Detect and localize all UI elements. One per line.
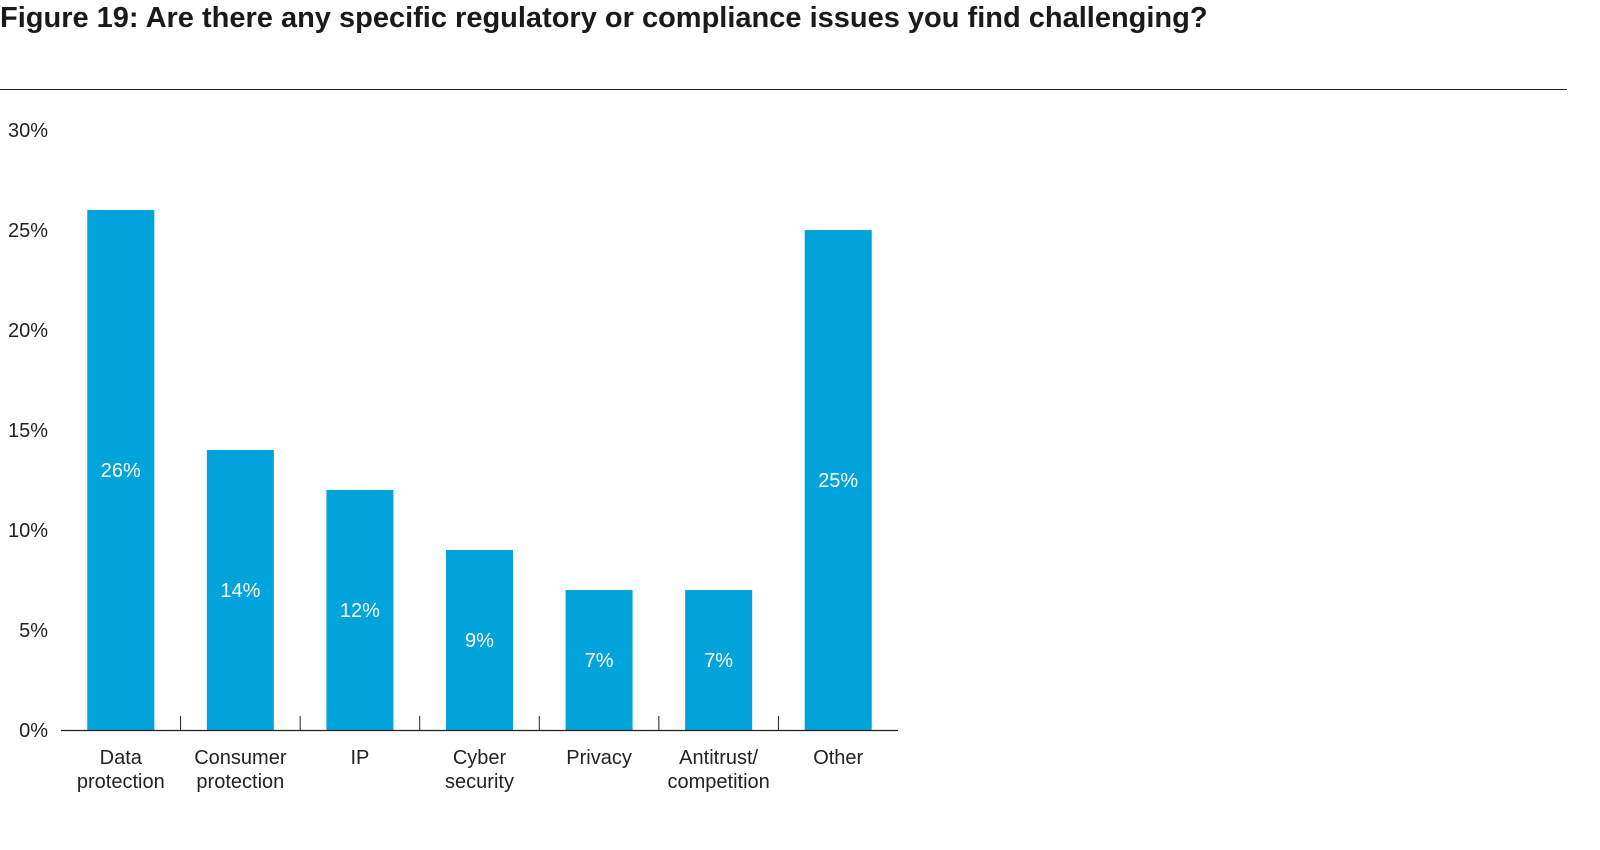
y-tick-label: 0% <box>19 720 48 742</box>
x-tick-label: IP <box>350 747 369 769</box>
bar-value-label: 12% <box>340 600 380 622</box>
x-tick-label-line: security <box>445 771 514 793</box>
x-tick-label-line: IP <box>350 747 369 769</box>
bars: 26% 14% 12% 9% 7% 7% 25% <box>87 210 872 730</box>
bar <box>206 450 274 730</box>
bar-value-label: 25% <box>818 470 858 492</box>
chart-title: Figure 19: Are there any specific regula… <box>0 2 1208 34</box>
y-tick-label: 15% <box>8 420 48 442</box>
x-tick-label: Antitrust/competition <box>668 747 770 793</box>
x-tick-label: Privacy <box>566 747 632 769</box>
bar-value-label: 14% <box>220 580 260 602</box>
bar <box>87 210 155 730</box>
x-tick-label-line: Other <box>813 747 863 769</box>
x-tick-label: Other <box>813 747 863 769</box>
x-tick-label-line: protection <box>77 771 165 793</box>
y-tick-label: 20% <box>8 320 48 342</box>
bar <box>326 490 394 730</box>
bar-value-label: 9% <box>465 630 494 652</box>
y-tick-label: 10% <box>8 520 48 542</box>
x-tick-label-line: Data <box>100 747 143 769</box>
x-tick-label: Consumer protection <box>194 747 287 793</box>
x-tick-label: Cyber security <box>445 747 514 793</box>
bar <box>804 230 872 730</box>
x-tick-label-line: competition <box>668 771 770 793</box>
x-tick-label: Data protection <box>77 747 165 793</box>
bar-value-label: 7% <box>585 650 614 672</box>
y-tick-label: 5% <box>19 620 48 642</box>
bar <box>565 590 633 730</box>
x-tick-label-line: Antitrust/ <box>679 747 758 769</box>
bar-value-label: 7% <box>704 650 733 672</box>
x-tick-label-line: Privacy <box>566 747 632 769</box>
bar <box>685 590 753 730</box>
x-tick-label-line: Cyber <box>453 747 507 769</box>
y-tick-label: 30% <box>8 120 48 142</box>
bar <box>446 550 513 730</box>
y-tick-label: 25% <box>8 220 48 242</box>
x-tick-label-line: protection <box>196 771 284 793</box>
bar-value-label: 26% <box>101 460 141 482</box>
x-tick-label-line: Consumer <box>194 747 287 769</box>
y-axis: 0% 5% 10% 15% 20% 25% 30% <box>8 120 48 742</box>
title-divider <box>0 89 1567 90</box>
